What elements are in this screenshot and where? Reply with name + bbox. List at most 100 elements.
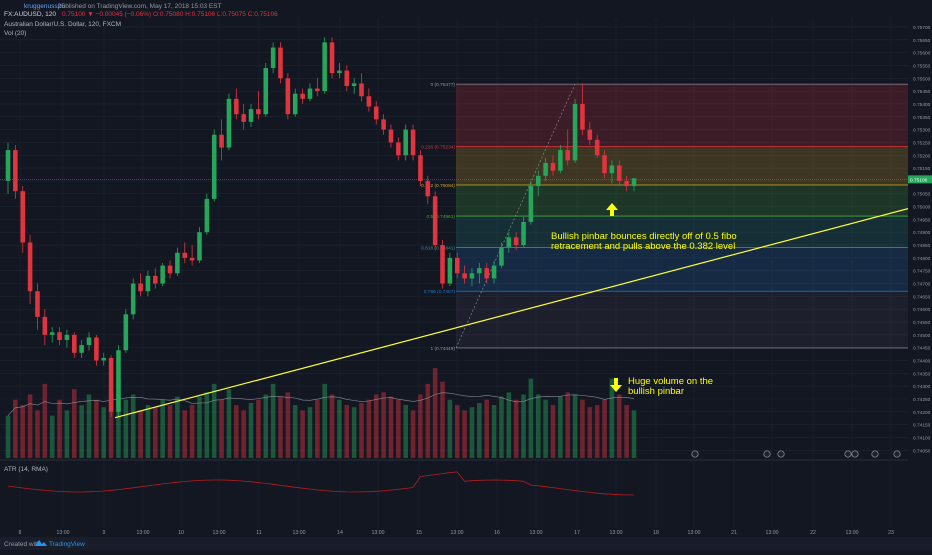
x-tick-label: 13:00 — [766, 530, 779, 536]
volume-bar — [388, 396, 394, 458]
x-tick-label: 13:00 — [688, 530, 701, 536]
volume-bar — [189, 405, 195, 458]
candle-body — [594, 139, 600, 156]
fib-zone — [456, 84, 908, 147]
candle-layer — [5, 37, 637, 417]
candle-body — [300, 93, 305, 99]
x-tick-label: 13:00 — [451, 530, 464, 536]
volume-bar — [616, 394, 622, 458]
candle-body — [175, 252, 180, 274]
candle-body — [337, 70, 342, 74]
candle-body — [307, 88, 313, 99]
candle-body — [351, 83, 357, 86]
footer-bar — [0, 537, 932, 550]
event-marker-icon[interactable] — [691, 450, 699, 458]
event-marker-icon[interactable] — [851, 450, 859, 458]
candle-body — [631, 178, 637, 187]
fib-zone — [456, 247, 908, 292]
atr-line — [7, 471, 635, 496]
event-marker-icon[interactable] — [763, 450, 771, 458]
x-tick-label: 13:00 — [293, 530, 306, 536]
volume-bar — [425, 383, 431, 458]
volume-bar — [602, 399, 607, 458]
candle-body — [550, 162, 556, 171]
volume-bar — [587, 407, 593, 458]
volume-bar — [447, 399, 453, 458]
volume-bar — [469, 407, 475, 458]
candle-body — [94, 337, 99, 361]
candle-body — [64, 334, 70, 340]
volume-bar — [432, 368, 438, 458]
candle-body — [396, 142, 401, 156]
candle-body — [587, 129, 593, 140]
candle-body — [447, 257, 453, 284]
candle-body — [359, 83, 364, 97]
volume-bar — [108, 394, 114, 458]
volume-bar — [565, 392, 571, 458]
arrow-down-icon — [610, 378, 622, 392]
y-tick-label: 0.75700 — [913, 25, 931, 31]
x-tick-label: 13:00 — [213, 530, 226, 536]
volume-bar — [594, 405, 600, 458]
event-marker-icon[interactable] — [871, 450, 879, 458]
y-tick-label: 0.74850 — [913, 243, 931, 249]
candle-body — [71, 334, 77, 353]
volume-bar — [396, 399, 401, 458]
volume-bar — [86, 394, 92, 458]
candle-body — [624, 180, 629, 187]
volume-bar — [300, 410, 305, 458]
candle-body — [204, 198, 210, 233]
y-tick-label: 0.75300 — [913, 128, 931, 134]
candle-body — [477, 268, 482, 274]
candle-body — [535, 175, 541, 187]
y-tick-label: 0.75400 — [913, 102, 931, 108]
candle-body — [558, 150, 563, 171]
event-marker-icon[interactable] — [777, 450, 785, 458]
y-tick-label: 0.74650 — [913, 294, 931, 300]
event-marker-icon[interactable] — [844, 450, 852, 458]
x-tick-label: 10 — [178, 530, 184, 536]
volume-bar — [175, 396, 180, 458]
publisher-name[interactable]: kruggenuss25 — [24, 3, 65, 10]
volume-bar — [270, 383, 276, 458]
footer-brand[interactable]: TradingView — [49, 541, 85, 548]
volume-bar — [241, 410, 246, 458]
candle-body — [602, 155, 607, 174]
volume-bar — [5, 415, 11, 458]
y-tick-label: 0.74600 — [913, 307, 931, 313]
candle-body — [521, 221, 526, 246]
x-tick-label: 9 — [103, 530, 106, 536]
candle-body — [565, 150, 571, 161]
candle-body — [484, 268, 489, 279]
candle-body — [42, 316, 48, 335]
fibonacci-layer: 0 (0.75477) 0.236 (0.75234) 0.382 (0.75084… — [421, 82, 908, 352]
y-tick-label: 0.75650 — [913, 38, 931, 44]
x-tick-label: 17 — [574, 530, 580, 536]
volume-bar — [116, 378, 121, 458]
volume-bar — [550, 405, 556, 458]
volume-bar — [160, 399, 165, 458]
annotation-pinbar-line1: Bullish pinbar bounces directly off of 0… — [551, 231, 737, 242]
candle-body — [344, 70, 350, 86]
x-tick-label: 13:00 — [137, 530, 150, 536]
y-tick-label: 0.74450 — [913, 346, 931, 352]
candle-body — [108, 357, 114, 412]
candle-body — [226, 98, 232, 148]
candle-body — [145, 275, 151, 292]
volume-bar — [197, 396, 202, 458]
candle-body — [101, 357, 107, 361]
candle-body — [506, 237, 512, 248]
volume-bar — [359, 402, 364, 458]
candle-body — [57, 332, 62, 340]
y-tick-label: 0.75600 — [913, 51, 931, 57]
volume-bar — [366, 399, 372, 458]
candle-body — [20, 191, 26, 243]
volume-bar — [506, 392, 512, 458]
symbol-label: FX:AUDUSD, 120 — [4, 11, 56, 18]
volume-bar — [167, 405, 173, 458]
volume-bar — [477, 402, 482, 458]
fib-zone — [456, 146, 908, 186]
event-marker-icon[interactable] — [893, 450, 901, 458]
candle-body — [49, 332, 55, 335]
volume-bar — [499, 396, 504, 458]
